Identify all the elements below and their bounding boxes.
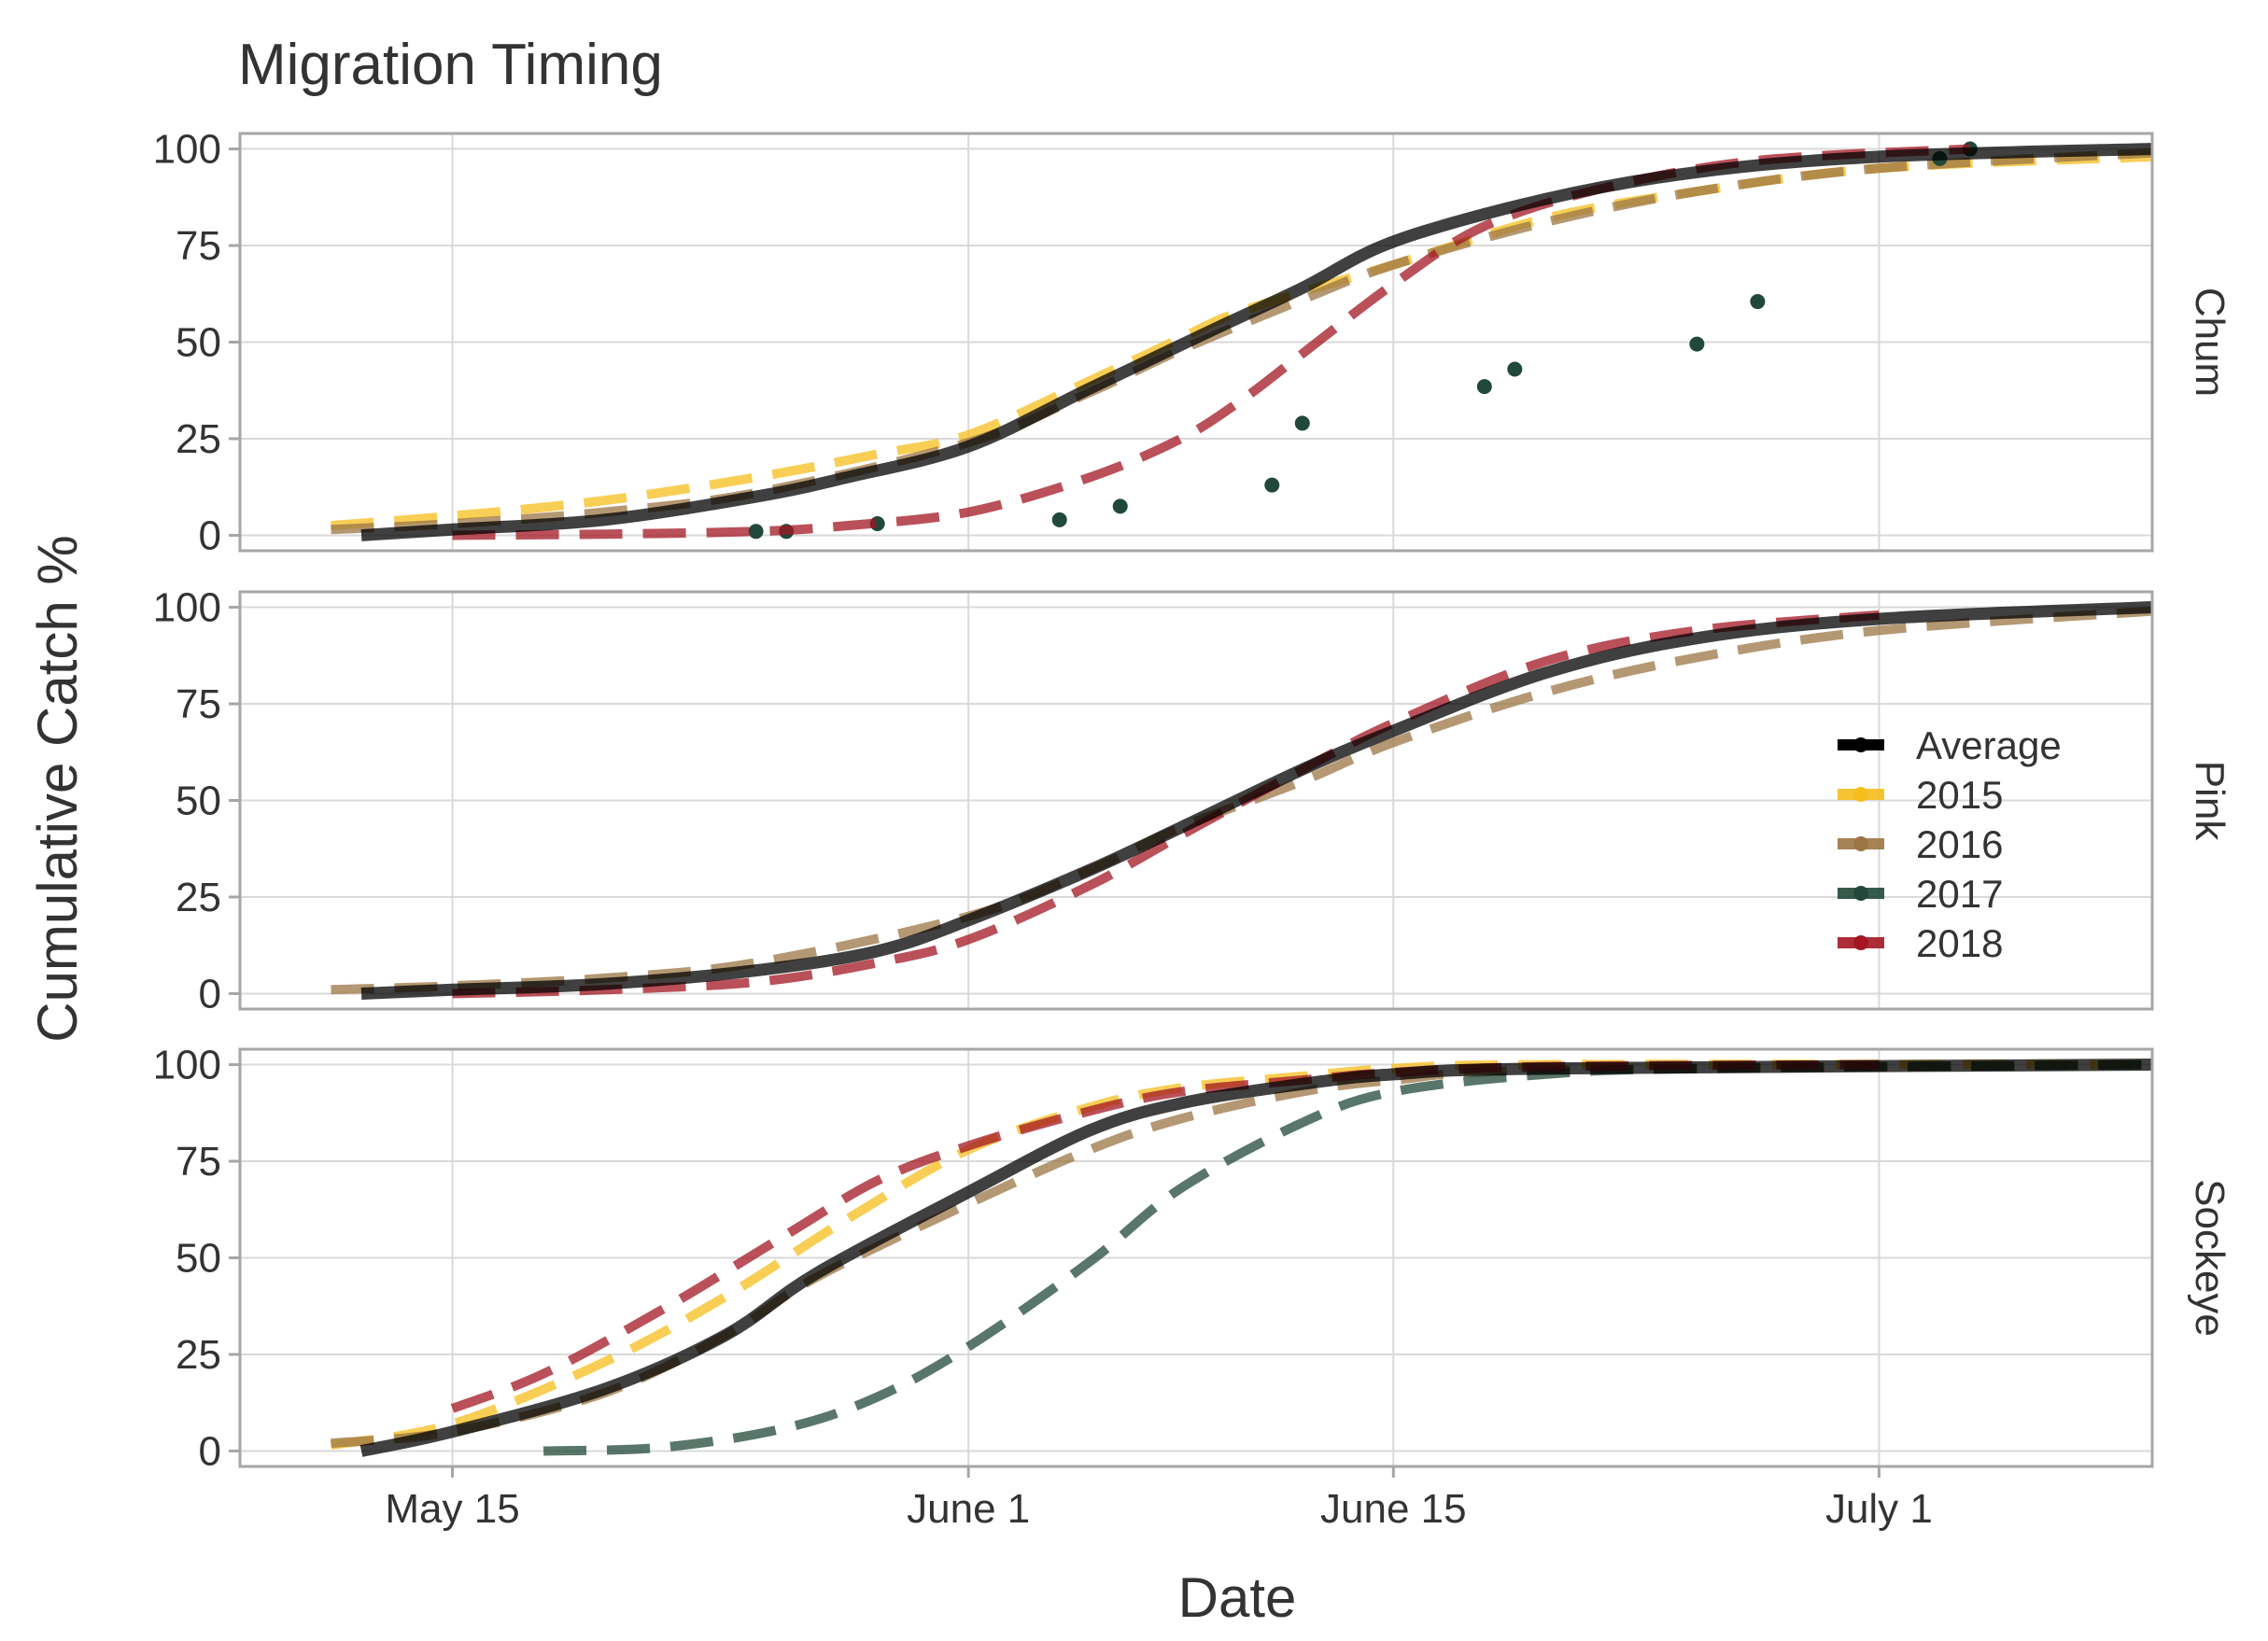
y-tick-label: 25 (176, 875, 221, 920)
y-tick-label: 0 (199, 971, 221, 1017)
series-average-line (359, 1059, 2153, 1457)
legend-label: 2018 (1916, 921, 2003, 965)
legend-key-point (1853, 836, 1868, 851)
legend-key-point (1853, 935, 1868, 950)
data-point (1112, 498, 1128, 514)
facet-label-pink: Pink (2187, 761, 2233, 842)
panel-sockeye: 0 25 50 75 100 Sockeye (153, 1043, 2233, 1475)
legend-key-point (1853, 787, 1868, 802)
legend-item-2018: 2018 (1838, 921, 2003, 965)
data-point (1507, 361, 1523, 377)
series-average-line (360, 601, 2153, 1000)
data-point (1294, 415, 1310, 431)
y-tick-label: 100 (153, 127, 221, 173)
y-tick-label: 50 (176, 1236, 221, 1282)
chart-title: Migration Timing (238, 33, 663, 97)
y-tick-label: 100 (153, 585, 221, 631)
y-tick-label: 100 (153, 1043, 221, 1088)
data-point (1264, 477, 1280, 493)
series-average-line (360, 143, 2153, 541)
legend: Average 2015 2016 2017 2018 (1838, 723, 2062, 965)
series-2017-points (748, 141, 1978, 540)
legend-key-point (1853, 886, 1868, 901)
y-tick-label: 25 (176, 416, 221, 462)
x-axis: May 15 June 1 June 15 July 1 (385, 1466, 1933, 1532)
facet-panels: 0 25 50 75 100 Chum 0 25 50 75 100 Pink 0 25 50 75 100 So… (153, 127, 2233, 1475)
data-point (748, 524, 764, 540)
y-tick-label: 25 (176, 1332, 221, 1378)
legend-label: Average (1916, 723, 2062, 767)
facet-label-chum: Chum (2187, 288, 2233, 397)
legend-item-average: Average (1838, 723, 2062, 767)
legend-label: 2015 (1916, 773, 2003, 817)
series-2018-line (452, 610, 1880, 999)
y-tick-label: 75 (176, 1139, 221, 1185)
panel-border (238, 1047, 2154, 1468)
x-tick-label: July 1 (1825, 1486, 1933, 1532)
x-tick-label: May 15 (385, 1486, 519, 1532)
x-axis-title: Date (1178, 1566, 1297, 1629)
panel-border (238, 132, 2154, 553)
legend-key-point (1853, 737, 1868, 752)
legend-item-2015: 2015 (1838, 773, 2003, 817)
panel-chum: 0 25 50 75 100 Chum (153, 127, 2233, 559)
series-2018-line (450, 1059, 1880, 1413)
facet-label-sockeye: Sockeye (2187, 1179, 2233, 1337)
panel-pink: 0 25 50 75 100 Pink (153, 585, 2233, 1017)
data-point (1051, 512, 1067, 527)
legend-item-2016: 2016 (1838, 822, 2003, 866)
y-tick-label: 0 (199, 512, 221, 558)
y-axis-title: Cumulative Catch % (26, 535, 89, 1043)
series-2018-line (452, 144, 1971, 540)
x-tick-label: June 15 (1320, 1486, 1467, 1532)
y-tick-label: 50 (176, 320, 221, 366)
gridlines (240, 1049, 2152, 1466)
panel-border (238, 590, 2154, 1011)
data-point (1689, 336, 1705, 352)
y-tick-label: 75 (176, 681, 221, 727)
y-tick-label: 0 (199, 1428, 221, 1474)
y-tick-label: 75 (176, 223, 221, 269)
data-point (1476, 379, 1492, 395)
y-tick-label: 50 (176, 778, 221, 824)
legend-label: 2016 (1916, 822, 2003, 866)
legend-label: 2017 (1916, 872, 2003, 916)
data-point (1750, 294, 1766, 310)
x-tick-label: June 1 (907, 1486, 1030, 1532)
legend-item-2017: 2017 (1838, 872, 2003, 916)
